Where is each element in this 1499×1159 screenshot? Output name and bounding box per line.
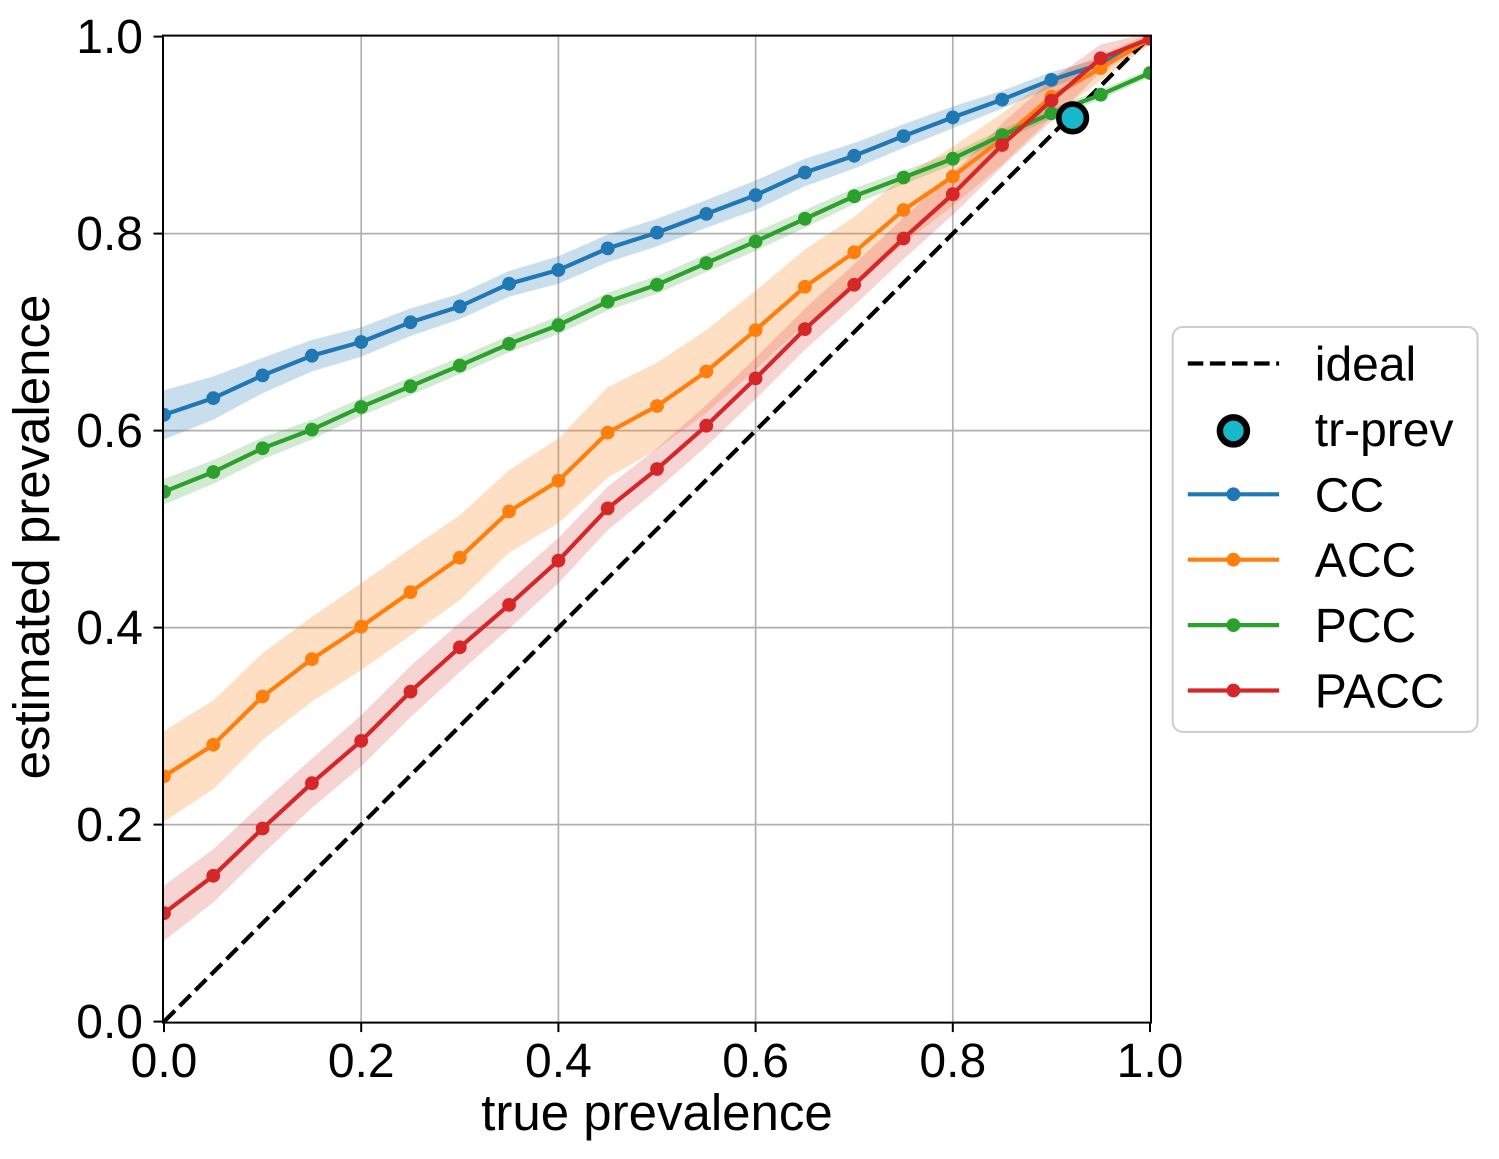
svg-text:ideal: ideal [1315, 339, 1416, 392]
svg-text:0.2: 0.2 [328, 1035, 395, 1088]
svg-text:1.0: 1.0 [76, 11, 143, 64]
svg-text:1.0: 1.0 [1117, 1035, 1184, 1088]
svg-text:PACC: PACC [1315, 666, 1445, 719]
svg-text:0.8: 0.8 [919, 1035, 986, 1088]
svg-text:true prevalence: true prevalence [481, 1084, 833, 1141]
svg-text:estimated prevalence: estimated prevalence [3, 295, 60, 780]
svg-text:0.4: 0.4 [76, 602, 143, 655]
svg-text:0.2: 0.2 [76, 799, 143, 852]
svg-text:0.4: 0.4 [525, 1035, 592, 1088]
svg-text:0.6: 0.6 [76, 405, 143, 458]
svg-text:PCC: PCC [1315, 600, 1416, 653]
svg-text:0.6: 0.6 [722, 1035, 789, 1088]
svg-text:tr-prev: tr-prev [1315, 404, 1454, 457]
svg-text:CC: CC [1315, 469, 1384, 522]
svg-text:ACC: ACC [1315, 535, 1416, 588]
svg-text:0.8: 0.8 [76, 208, 143, 261]
svg-text:0.0: 0.0 [76, 996, 143, 1049]
svg-text:0.0: 0.0 [131, 1035, 198, 1088]
